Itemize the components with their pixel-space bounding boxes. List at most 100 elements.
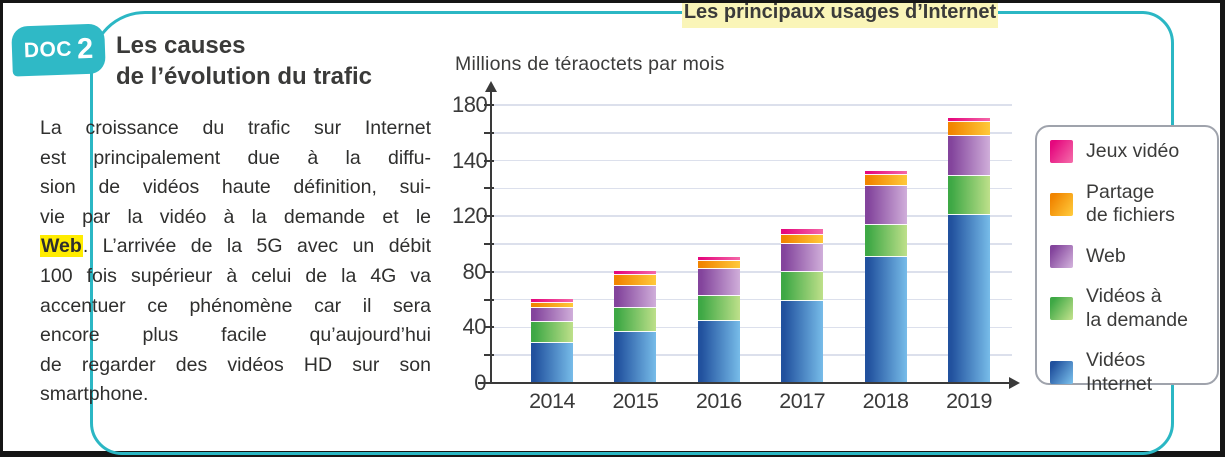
y-axis-tick	[484, 382, 494, 384]
stacked-bar	[781, 229, 824, 382]
y-axis-tick	[484, 104, 494, 106]
bar-segment	[864, 224, 907, 257]
gridline	[491, 215, 1012, 217]
bar-segment	[948, 117, 990, 123]
gridline	[491, 159, 1012, 162]
legend-swatch	[1050, 192, 1073, 216]
bar-segment	[948, 215, 990, 382]
body-paragraph: La croissance du trafic sur Internet est …	[40, 114, 431, 410]
chart-caption-banner: Les principaux usages d’Internet	[682, 3, 998, 28]
paragraph-text: . L’arrivée de la 5G avec un débit	[82, 235, 431, 258]
legend-swatch	[1050, 140, 1073, 164]
bar-segment	[697, 295, 740, 321]
legend-label-line: Internet	[1086, 372, 1153, 395]
document-title-line1: Les causes	[116, 32, 246, 59]
legend-label-line: Vidéos à	[1086, 285, 1162, 307]
y-axis-tick-label: 40	[462, 314, 487, 340]
legend-label-line: Partage	[1086, 180, 1155, 203]
y-axis-tick	[484, 270, 494, 273]
paragraph-line: accentuer ce phénomène car il sera	[40, 294, 431, 317]
paragraph-line: encore plus facile qu’aujourd’hui	[40, 324, 431, 347]
legend-label: Vidéos Internet	[1086, 349, 1152, 396]
bar-segment	[697, 256, 740, 262]
doc-badge-label: DOC	[23, 37, 73, 63]
bar-segment	[948, 176, 990, 216]
y-axis-line	[489, 87, 492, 383]
bar-segment	[864, 170, 907, 175]
bar-segment	[614, 270, 657, 275]
paragraph-line: smartphone.	[40, 383, 149, 406]
paragraph-line: 100 fois supérieur à celui de la 4G va	[40, 264, 431, 287]
y-axis-tick	[484, 354, 494, 357]
y-axis-tick-label: 0	[474, 370, 486, 395]
y-axis-tick	[484, 298, 494, 301]
legend-swatch	[1050, 361, 1073, 384]
x-axis-category-label: 2018	[862, 389, 909, 413]
y-axis-tick	[484, 243, 494, 245]
bar-segment	[531, 302, 573, 309]
legend-label: Partage de fichiers	[1086, 181, 1175, 228]
bar-segment	[864, 174, 907, 186]
legend-label: Vidéos à la demande	[1086, 285, 1188, 332]
bar-segment	[697, 261, 740, 270]
legend-label: Jeux vidéo	[1086, 140, 1179, 164]
gridline	[491, 104, 1012, 106]
bar-segment	[948, 122, 990, 136]
document-title: Les causes de l’évolution du trafic	[116, 30, 372, 92]
legend-item: Vidéos Internet	[1050, 349, 1211, 396]
document-title-line2: de l’évolution du trafic	[116, 63, 373, 90]
y-axis-tick	[484, 131, 494, 134]
bar-segment	[697, 320, 740, 382]
legend-label-line: Web	[1086, 244, 1126, 267]
paragraph-line: Web. L’arrivée de la 5G avec un débit	[40, 232, 431, 262]
bar-segment	[781, 272, 824, 302]
chart-caption-text: Les principaux usages d’Internet	[683, 3, 997, 23]
x-axis-category-label: 2014	[529, 389, 575, 413]
bar-segment	[531, 298, 573, 303]
paragraph-line: de regarder des vidéos HD sur son	[40, 353, 431, 376]
y-axis-tick-label: 180	[452, 92, 488, 117]
stacked-bar	[697, 256, 740, 382]
bar-segment	[781, 229, 824, 235]
y-axis-tick-label: 120	[452, 203, 488, 229]
legend-label-line: de fichiers	[1086, 204, 1175, 226]
paragraph-line: est principalement due à la diffu-	[40, 146, 431, 169]
stacked-bar	[531, 298, 573, 382]
x-axis-line	[478, 381, 1014, 384]
paragraph-line: sion de vidéos haute définition, sui-	[40, 176, 431, 199]
bar-segment	[614, 308, 657, 332]
x-axis-arrow-icon	[1009, 376, 1020, 389]
bar-segment	[614, 331, 657, 382]
paragraph-line: La croissance du trafic sur Internet	[40, 117, 431, 139]
y-axis-title: Millions de téraoctets par mois	[455, 53, 725, 75]
highlighted-word: Web	[40, 235, 83, 258]
gridline	[491, 187, 1012, 190]
stacked-bar	[864, 170, 907, 382]
gridline	[491, 298, 1012, 301]
stacked-bar	[614, 270, 657, 382]
bar-segment	[948, 135, 990, 177]
legend-label-line: Vidéos	[1086, 349, 1146, 371]
legend-swatch	[1050, 297, 1073, 320]
doc-badge-number: 2	[76, 32, 94, 65]
bar-segment	[781, 244, 824, 273]
bar-segment	[614, 274, 657, 287]
legend-item: Web	[1050, 245, 1211, 269]
gridline	[491, 243, 1012, 245]
paragraph-line: vie par la vidéo à la demande et le	[40, 205, 431, 228]
gridline	[491, 326, 1012, 329]
bar-segment	[781, 301, 824, 382]
stacked-bar-chart: 180 140 120 80 40 0 2014 2015 2016 2017 2018 2019	[452, 81, 1037, 420]
y-axis-tick	[484, 215, 494, 218]
y-axis-tick	[484, 326, 494, 329]
bar-segment	[697, 269, 740, 296]
bar-segment	[531, 343, 573, 382]
y-axis-tick-label: 80	[462, 258, 487, 284]
legend-item: Vidéos à la demande	[1050, 285, 1211, 332]
legend-label-line: Jeux vidéo	[1086, 140, 1180, 162]
bar-segment	[531, 308, 573, 323]
legend-label-line: la demande	[1086, 308, 1188, 331]
bar-segment	[864, 185, 907, 225]
